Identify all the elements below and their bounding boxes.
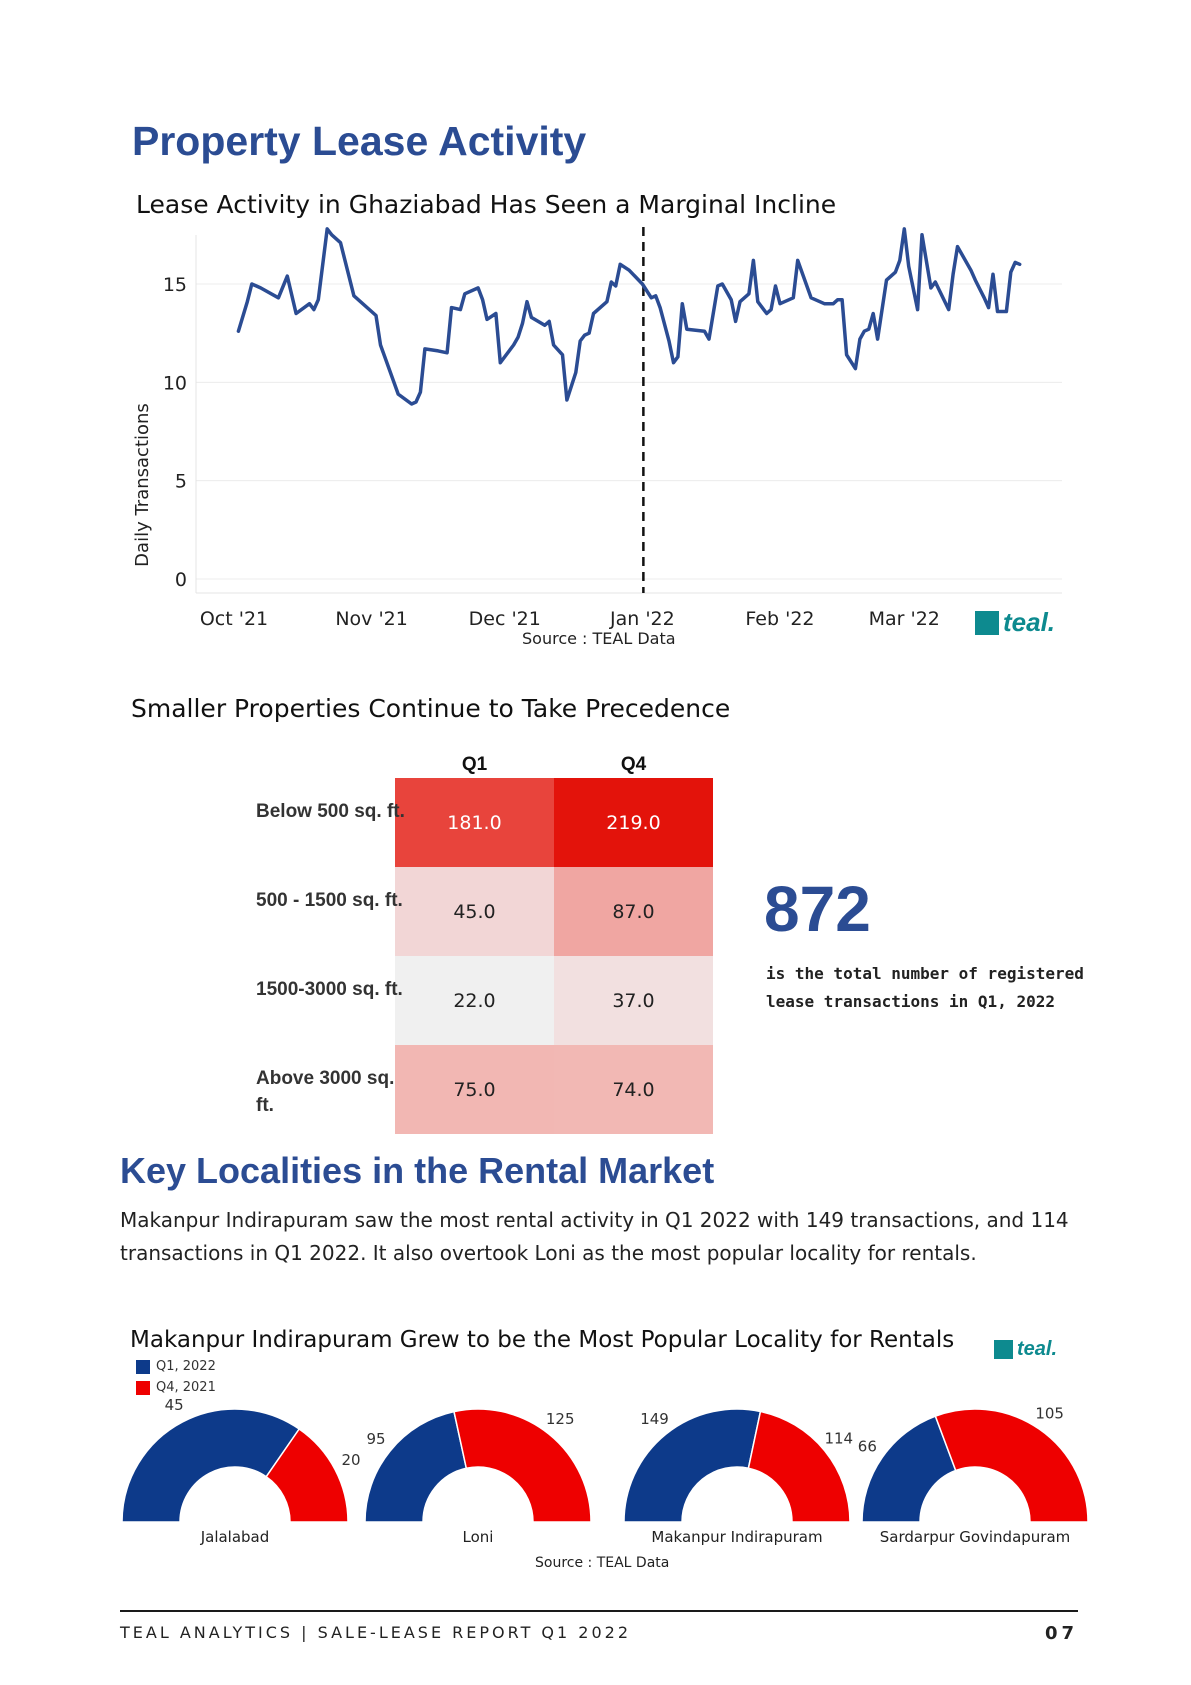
x-tick-label: Jan '22 xyxy=(609,608,675,630)
y-tick-label: 0 xyxy=(175,569,187,591)
donut-legend: Q1, 2022 Q4, 2021 xyxy=(136,1356,216,1398)
section-title-lease-activity: Property Lease Activity xyxy=(132,118,587,164)
localities-paragraph: Makanpur Indirapuram saw the most rental… xyxy=(120,1208,1069,1265)
x-tick-label: Nov '21 xyxy=(335,608,408,630)
legend-item-q4: Q4, 2021 xyxy=(136,1377,216,1398)
donut-chart-source: Source : TEAL Data xyxy=(535,1555,670,1571)
donut-locality-label: Jalalabad xyxy=(200,1528,270,1546)
heatmap-cell: 22.0 xyxy=(395,956,554,1045)
donut-segment xyxy=(623,1408,762,1523)
line-chart-title: Lease Activity in Ghaziabad Has Seen a M… xyxy=(136,190,837,219)
donut-value-q4: 20 xyxy=(341,1451,360,1469)
donut-segment xyxy=(453,1408,592,1523)
total-lease-stat: 872 xyxy=(764,873,871,945)
donut-value-q4: 114 xyxy=(824,1430,853,1448)
heatmap-row-label: Above 3000 sq. ft. xyxy=(256,1068,395,1116)
legend-label: Q4, 2021 xyxy=(156,1380,216,1395)
heatmap-cell: 37.0 xyxy=(554,956,713,1045)
x-tick-label: Oct '21 xyxy=(200,608,268,630)
y-tick-label: 15 xyxy=(163,274,187,296)
x-tick-label: Mar '22 xyxy=(869,608,940,630)
donut-value-q1: 95 xyxy=(366,1430,385,1448)
heatmap-cell: 181.0 xyxy=(395,778,554,867)
donut-segment xyxy=(364,1410,468,1523)
teal-logo: teal. xyxy=(975,607,1055,638)
heatmap-row-label: 500 - 1500 sq. ft. xyxy=(256,890,403,911)
locality-donut-charts: 45 20 Jalalabad 95 125 Loni 149 114 Makanpur Ind… xyxy=(121,1396,1089,1546)
daily-transactions-line xyxy=(236,227,1022,406)
footer-divider xyxy=(120,1610,1078,1612)
donut-segment xyxy=(121,1408,301,1523)
y-axis-label: Daily Transactions xyxy=(132,403,153,567)
donut-locality-label: Makanpur Indirapuram xyxy=(651,1528,822,1546)
legend-label: Q1, 2022 xyxy=(156,1359,216,1374)
section-title-key-localities: Key Localities in the Rental Market xyxy=(120,1150,715,1191)
x-tick-label: Feb '22 xyxy=(745,608,814,630)
legend-swatch xyxy=(136,1359,150,1374)
donut-segment xyxy=(747,1410,851,1523)
lease-line-chart: 0 5 10 15 Oct '21 Nov '21 Dec '21 Jan '22 Feb '… xyxy=(132,227,1062,630)
heatmap-col-q1: Q1 xyxy=(461,754,488,775)
heatmap-row-label: 1500-3000 sq. ft. xyxy=(256,979,403,1000)
x-tick-label: Dec '21 xyxy=(469,608,541,630)
heatmap-cell: 45.0 xyxy=(395,867,554,956)
y-tick-label: 10 xyxy=(163,372,187,394)
donut-value-q1: 149 xyxy=(640,1410,669,1428)
donut-locality-label: Loni xyxy=(463,1528,494,1546)
footer-report-title: TEAL ANALYTICS | SALE-LEASE REPORT Q1 20… xyxy=(120,1623,632,1642)
logo-text: teal. xyxy=(1003,607,1056,637)
heatmap-cell: 219.0 xyxy=(554,778,713,867)
heatmap-row-label: Below 500 sq. ft. xyxy=(256,801,405,822)
heatmap-cell: 87.0 xyxy=(554,867,713,956)
donut-segment xyxy=(934,1408,1089,1523)
total-lease-description: is the total number of registered lease … xyxy=(766,964,1084,1011)
donut-value-q1: 45 xyxy=(165,1396,184,1414)
logo-square-icon xyxy=(975,610,999,635)
donut-chart-title: Makanpur Indirapuram Grew to be the Most… xyxy=(130,1327,955,1353)
donut-locality-label: Sardarpur Govindapuram xyxy=(880,1528,1071,1546)
donut-segment xyxy=(861,1415,957,1523)
heatmap-col-q4: Q4 xyxy=(620,754,647,775)
donut-value-q4: 105 xyxy=(1035,1404,1064,1422)
heatmap-title: Smaller Properties Continue to Take Prec… xyxy=(131,694,731,723)
logo-square-icon xyxy=(994,1340,1013,1359)
legend-item-q1: Q1, 2022 xyxy=(136,1356,216,1377)
logo-text: teal. xyxy=(1017,1338,1058,1360)
y-tick-label: 5 xyxy=(175,471,187,493)
donut-value-q1: 66 xyxy=(858,1437,877,1455)
page-number: 07 xyxy=(1044,1623,1078,1644)
legend-swatch xyxy=(136,1380,150,1395)
heatmap-cell: 74.0 xyxy=(554,1045,713,1134)
line-chart-source: Source : TEAL Data xyxy=(522,629,676,648)
teal-logo-small: teal. xyxy=(994,1338,1057,1361)
heatmap-cell: 75.0 xyxy=(395,1045,554,1134)
donut-value-q4: 125 xyxy=(546,1410,575,1428)
donut-segment xyxy=(265,1427,349,1523)
